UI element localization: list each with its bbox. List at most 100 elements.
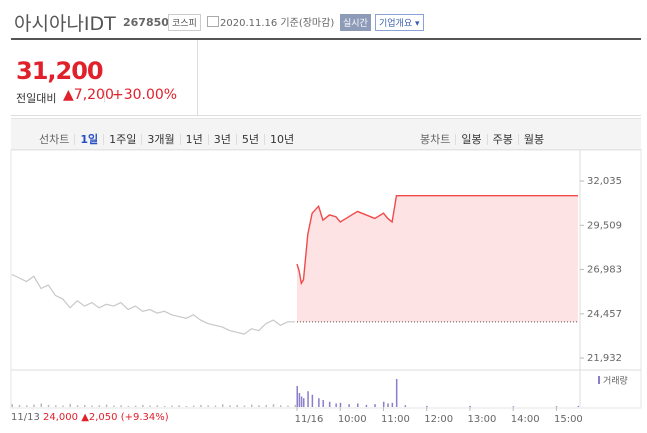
volume-bar (307, 391, 309, 407)
candle-tab[interactable]: 월봉 (517, 134, 549, 145)
candle-label: 봉차트 (420, 133, 451, 146)
volume-bar (127, 405, 130, 407)
today-line (296, 194, 578, 286)
volume-bar (357, 403, 359, 407)
volume-bar (374, 404, 376, 407)
market-badge: 코스피 (168, 14, 201, 31)
volume-bar (250, 404, 253, 407)
volume-bar (11, 404, 13, 407)
price-box (11, 40, 641, 116)
header-rule (11, 38, 641, 40)
volume-bar (265, 404, 267, 407)
volume-bar (163, 405, 166, 407)
volume-bar (300, 396, 303, 407)
volume-bar (207, 405, 209, 407)
volume-bar (62, 405, 64, 407)
volume-bar (47, 404, 50, 407)
volume-bar (339, 402, 342, 407)
period-tab[interactable]: 1일 (74, 134, 103, 145)
candle-tabs: 봉차트 일봉 주봉 월봉 (415, 128, 549, 147)
x-tick-label: 11/16 (295, 414, 324, 425)
volume-bar (84, 404, 86, 407)
y-tick-label: 24,457 (587, 309, 622, 320)
x-tick-label: 11:00 (381, 414, 410, 425)
change-label: 전일대비 (16, 92, 57, 105)
volume-bar (105, 404, 108, 407)
period-tabs: 선차트 1일 1주일 3개월 1년 3년 5년 10년 (34, 128, 299, 147)
volume-bar (26, 405, 28, 407)
prev-rate: (+9.34%) (120, 412, 169, 423)
x-tick-label: 14:00 (511, 414, 540, 425)
prev-date: 11/13 (11, 412, 40, 423)
x-tick-label: 15:00 (554, 414, 583, 425)
volume-bar (318, 398, 320, 407)
volume-bar (322, 400, 324, 407)
period-label: 선차트 (39, 133, 70, 146)
today-area (297, 195, 578, 322)
company-info-button[interactable]: 기업개요 ▾ (375, 14, 424, 31)
volume-bar (200, 404, 202, 407)
volume-bar (328, 401, 331, 407)
volume-bar (311, 394, 314, 407)
period-tab[interactable]: 10년 (264, 134, 299, 145)
volume-bar (555, 406, 558, 407)
volume-bar (512, 406, 515, 407)
volume-bar (365, 404, 368, 407)
volume-bar (113, 405, 115, 407)
volume-bar (69, 403, 72, 407)
volume-bar (287, 405, 289, 407)
prev-summary: 11/13 24,000 ▲2,050 (+9.34%) (11, 412, 169, 423)
volume-bar (229, 405, 231, 407)
candle-tab[interactable]: 주봉 (486, 134, 518, 145)
volume-bar (221, 404, 224, 407)
x-tick-label: 10:00 (338, 414, 367, 425)
prev-price: 24,000 (43, 412, 79, 423)
y-tick-label: 26,983 (587, 265, 622, 276)
volume-bar (55, 405, 57, 407)
volume-bar (40, 403, 43, 407)
volume-bar (335, 403, 337, 407)
period-tab[interactable]: 5년 (235, 134, 264, 145)
volume-legend: 거래량 (603, 375, 628, 387)
volume-bar (298, 393, 301, 407)
realtime-button[interactable]: 실시간 (340, 14, 371, 31)
volume-bar (185, 405, 188, 407)
volume-bar (387, 403, 389, 407)
volume-bar (469, 405, 471, 407)
volume-bar (395, 379, 398, 407)
change-rate: +30.00% (112, 87, 178, 103)
x-tick-label: 13:00 (468, 414, 497, 425)
volume-bar (382, 401, 385, 407)
period-tab[interactable]: 1년 (179, 134, 208, 145)
volume-bar (426, 405, 428, 407)
volume-bar (577, 405, 579, 407)
volume-bar (98, 405, 101, 407)
volume-bar (33, 404, 35, 407)
period-tab[interactable]: 1주일 (103, 134, 141, 145)
volume-bar (296, 386, 298, 407)
volume-bar (391, 402, 394, 407)
volume-bar (302, 398, 305, 407)
period-tab[interactable]: 3개월 (141, 134, 179, 145)
change: ▲7,200 (63, 87, 114, 103)
volume-bar (178, 405, 180, 407)
volume-bar (91, 405, 93, 407)
volume-legend-key (598, 376, 600, 384)
prev-day-line (11, 273, 295, 335)
stock-name: 아시아나IDT (14, 13, 116, 35)
volume-bar (149, 405, 151, 407)
volume-bar (120, 405, 122, 407)
volume-bar (294, 404, 296, 407)
volume-bar (156, 405, 159, 407)
sep (104, 90, 105, 102)
prev-change: 2,050 (88, 412, 118, 423)
volume-bar (279, 405, 282, 407)
y-tick-label: 29,509 (587, 220, 622, 231)
candle-tab[interactable]: 일봉 (455, 134, 486, 145)
volume-bar (404, 405, 407, 407)
company-info-text: 기업개요 (379, 19, 413, 29)
volume-bar (243, 405, 246, 407)
period-tab[interactable]: 3년 (207, 134, 236, 145)
